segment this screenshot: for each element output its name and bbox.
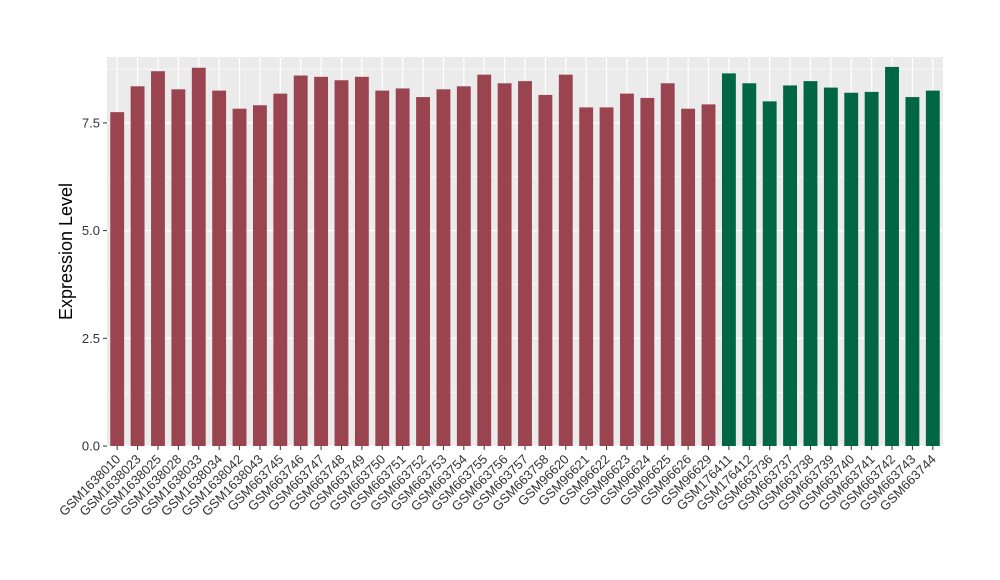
bar — [681, 108, 696, 447]
bar — [721, 73, 736, 447]
x-axis: GSM1638010GSM1638023GSM1638025GSM1638028… — [56, 446, 939, 519]
bar — [640, 97, 655, 447]
bar — [925, 90, 940, 447]
bar — [354, 76, 369, 447]
bar — [151, 71, 165, 447]
bar — [579, 107, 594, 447]
bar — [538, 94, 553, 447]
bar — [885, 66, 899, 446]
bar — [497, 83, 512, 447]
y-axis: 0.0 2.5 5.0 7.5 — [82, 115, 107, 454]
bar — [660, 83, 675, 447]
bar — [783, 85, 798, 447]
y-tick-label: 0.0 — [82, 439, 100, 454]
bar — [844, 92, 859, 447]
bar — [905, 97, 920, 447]
bar — [823, 87, 838, 447]
bar — [171, 89, 186, 447]
bar — [620, 93, 634, 447]
bar — [518, 81, 532, 447]
bar — [701, 104, 716, 447]
bar — [436, 89, 451, 447]
bars — [110, 66, 940, 447]
bar — [477, 74, 492, 447]
bar — [395, 88, 410, 447]
bar — [191, 67, 206, 446]
bar — [456, 86, 471, 447]
bar — [803, 81, 818, 447]
bar — [864, 91, 879, 447]
y-axis-title: Expression Level — [56, 183, 76, 320]
bar — [599, 107, 614, 447]
bar — [375, 90, 390, 447]
bar — [110, 112, 125, 447]
bar — [273, 93, 288, 447]
bar — [742, 83, 757, 447]
bar — [558, 74, 573, 447]
bar — [212, 90, 227, 447]
bar — [762, 101, 777, 447]
bar — [232, 108, 247, 447]
y-tick-label: 7.5 — [82, 115, 100, 130]
bar — [293, 75, 308, 447]
bar — [334, 80, 349, 447]
bar — [416, 97, 430, 447]
y-tick-label: 2.5 — [82, 331, 100, 346]
bar — [314, 76, 329, 447]
bar — [130, 86, 145, 447]
bar — [252, 105, 267, 447]
y-tick-label: 5.0 — [82, 223, 100, 238]
